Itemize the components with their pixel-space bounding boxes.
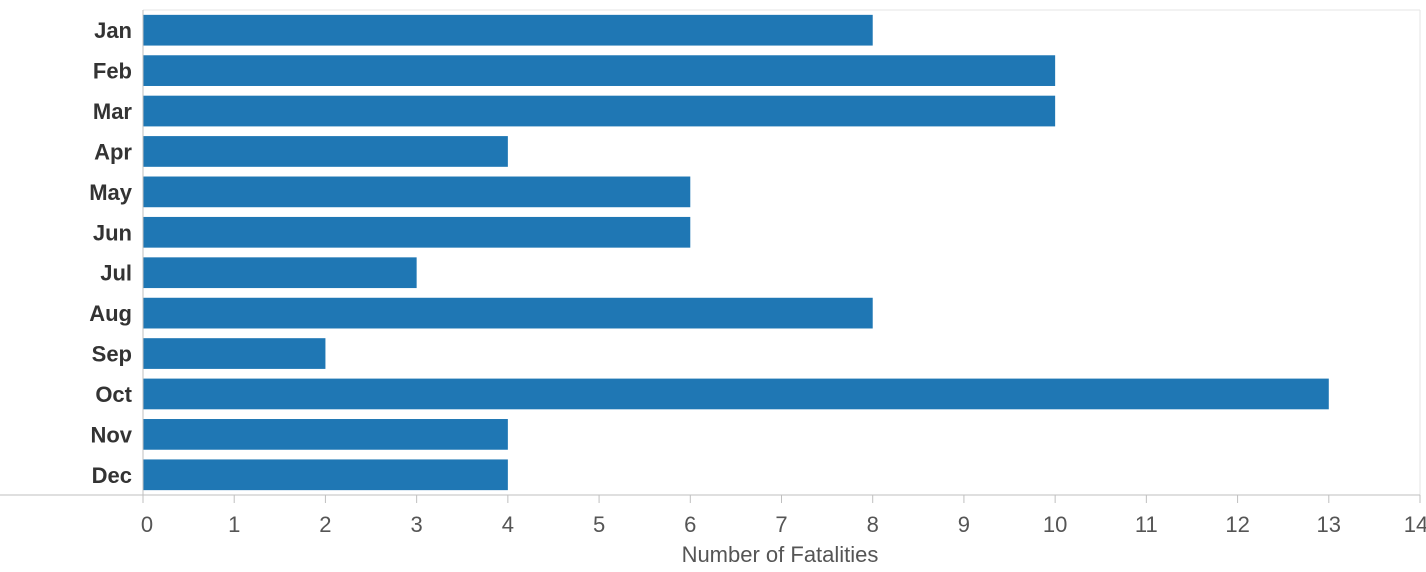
category-label-nov: Nov <box>90 422 132 447</box>
bar-jul <box>143 257 417 289</box>
category-label-jun: Jun <box>93 220 132 245</box>
x-tick-label-14: 14 <box>1404 512 1426 537</box>
x-tick-label-2: 2 <box>319 512 331 537</box>
x-tick-label-10: 10 <box>1043 512 1067 537</box>
bar-dec <box>143 459 508 491</box>
bar-feb <box>143 55 1056 86</box>
bar-jan <box>143 14 873 46</box>
x-axis-title: Number of Fatalities <box>682 542 879 567</box>
bar-aug <box>143 297 873 329</box>
x-tick-label-4: 4 <box>502 512 514 537</box>
x-tick-label-9: 9 <box>958 512 970 537</box>
x-tick-label-0: 0 <box>141 512 153 537</box>
bar-nov <box>143 419 508 450</box>
category-label-oct: Oct <box>95 382 132 407</box>
category-label-may: May <box>89 180 133 205</box>
category-label-sep: Sep <box>92 342 132 367</box>
bar-apr <box>143 136 508 167</box>
x-tick-label-7: 7 <box>775 512 787 537</box>
x-ticks: 0 1 2 3 4 5 6 7 8 9 10 11 12 13 14 <box>141 495 1426 537</box>
x-tick-label-5: 5 <box>593 512 605 537</box>
category-label-jan: Jan <box>94 18 132 43</box>
bar-sep <box>143 338 326 369</box>
bar-oct <box>143 378 1329 410</box>
x-tick-label-6: 6 <box>684 512 696 537</box>
category-label-feb: Feb <box>93 59 132 84</box>
x-tick-label-3: 3 <box>411 512 423 537</box>
x-tick-label-13: 13 <box>1317 512 1341 537</box>
category-label-jul: Jul <box>100 261 132 286</box>
category-label-aug: Aug <box>89 301 132 326</box>
category-label-mar: Mar <box>93 99 133 124</box>
x-tick-label-1: 1 <box>228 512 240 537</box>
bar-jun <box>143 216 691 248</box>
bar-mar <box>143 95 1056 127</box>
x-tick-label-11: 11 <box>1135 512 1158 537</box>
category-label-dec: Dec <box>92 463 132 488</box>
category-label-apr: Apr <box>94 139 132 164</box>
x-tick-label-12: 12 <box>1225 512 1249 537</box>
category-labels: Jan Feb Mar Apr May Jun Jul Aug Sep Oct Nov Dec <box>89 18 133 488</box>
bar-may <box>143 176 691 208</box>
x-tick-label-8: 8 <box>867 512 879 537</box>
bars-group <box>143 14 1329 491</box>
